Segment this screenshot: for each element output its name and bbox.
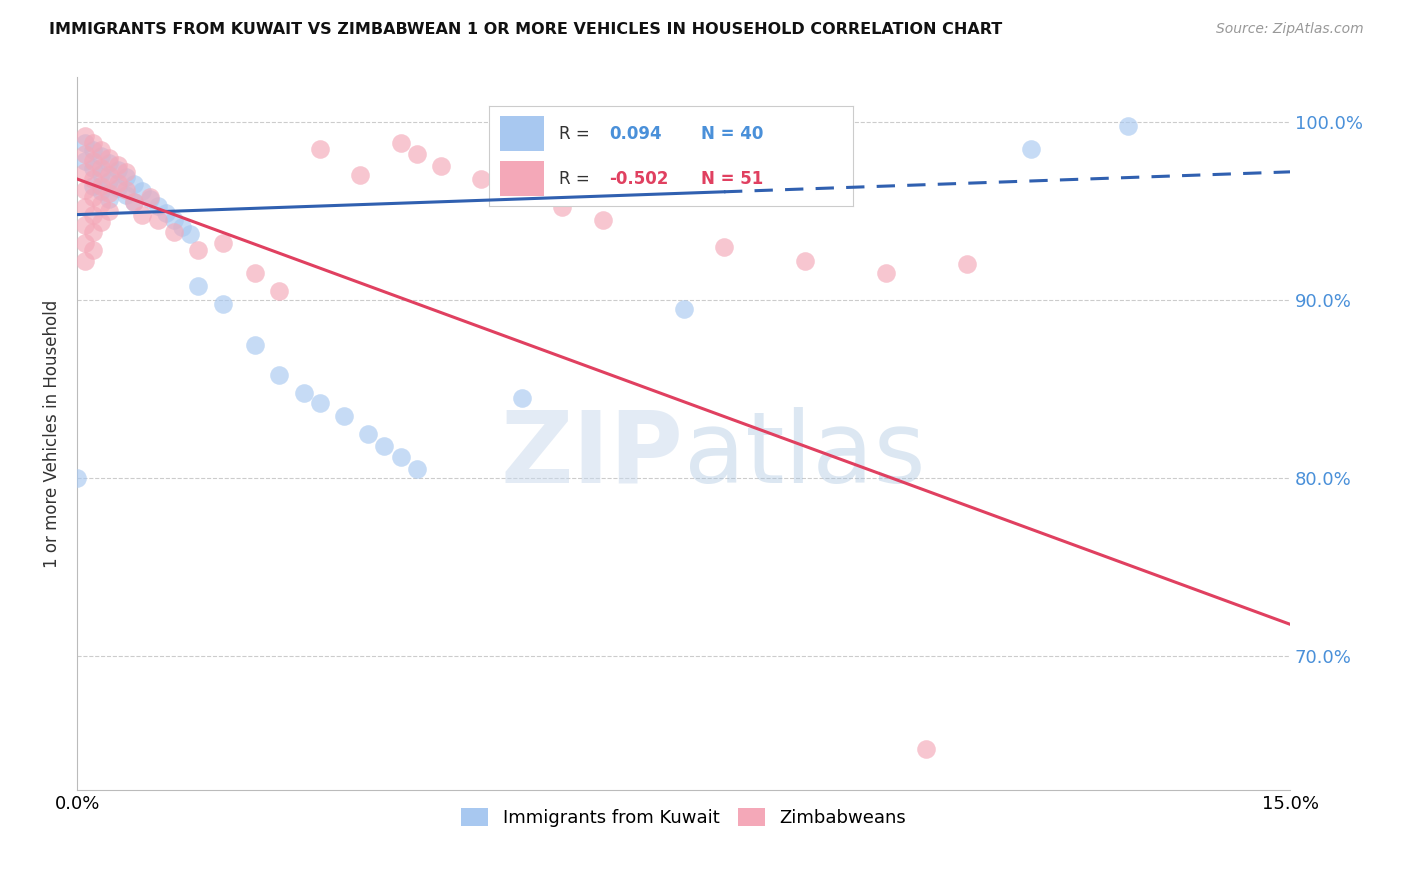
- Point: [592, 213, 614, 227]
- Point: [211, 236, 233, 251]
- Point: [551, 201, 574, 215]
- Point: [163, 213, 186, 227]
- Point: [430, 160, 453, 174]
- Point: [243, 337, 266, 351]
- Point: [187, 278, 209, 293]
- Point: [349, 169, 371, 183]
- Point: [75, 136, 97, 151]
- Point: [90, 149, 112, 163]
- Point: [510, 391, 533, 405]
- Point: [211, 296, 233, 310]
- Point: [139, 190, 162, 204]
- Point: [98, 151, 121, 165]
- Point: [292, 385, 315, 400]
- Text: Source: ZipAtlas.com: Source: ZipAtlas.com: [1216, 22, 1364, 37]
- Point: [155, 206, 177, 220]
- Point: [389, 136, 412, 151]
- Point: [333, 409, 356, 423]
- Point: [114, 183, 136, 197]
- Point: [373, 439, 395, 453]
- Point: [90, 215, 112, 229]
- Text: atlas: atlas: [683, 407, 925, 504]
- Point: [114, 170, 136, 185]
- Point: [793, 253, 815, 268]
- Point: [82, 244, 104, 258]
- Point: [179, 227, 201, 242]
- Point: [269, 284, 291, 298]
- Point: [82, 208, 104, 222]
- Point: [269, 368, 291, 382]
- Point: [98, 204, 121, 219]
- Point: [75, 154, 97, 169]
- Point: [1116, 119, 1139, 133]
- Point: [82, 226, 104, 240]
- Point: [98, 192, 121, 206]
- Point: [66, 471, 89, 485]
- Point: [90, 161, 112, 176]
- Point: [82, 190, 104, 204]
- Point: [163, 226, 186, 240]
- Point: [98, 174, 121, 188]
- Point: [470, 172, 492, 186]
- Point: [82, 161, 104, 176]
- Point: [131, 185, 153, 199]
- Point: [98, 169, 121, 183]
- Point: [122, 195, 145, 210]
- Point: [405, 462, 427, 476]
- Point: [82, 136, 104, 151]
- Point: [357, 426, 380, 441]
- Point: [90, 185, 112, 199]
- Point: [146, 199, 169, 213]
- Text: IMMIGRANTS FROM KUWAIT VS ZIMBABWEAN 1 OR MORE VEHICLES IN HOUSEHOLD CORRELATION: IMMIGRANTS FROM KUWAIT VS ZIMBABWEAN 1 O…: [49, 22, 1002, 37]
- Point: [107, 181, 129, 195]
- Text: ZIP: ZIP: [501, 407, 683, 504]
- Point: [146, 213, 169, 227]
- Point: [90, 144, 112, 158]
- Point: [187, 244, 209, 258]
- Point: [308, 142, 330, 156]
- Point: [107, 158, 129, 172]
- Point: [107, 163, 129, 178]
- Point: [172, 220, 194, 235]
- Point: [510, 186, 533, 201]
- Point: [75, 165, 97, 179]
- Point: [915, 742, 938, 756]
- Point: [75, 219, 97, 233]
- Point: [90, 197, 112, 211]
- Point: [875, 266, 897, 280]
- Point: [90, 179, 112, 194]
- Point: [122, 195, 145, 210]
- Legend: Immigrants from Kuwait, Zimbabweans: Immigrants from Kuwait, Zimbabweans: [454, 800, 912, 834]
- Point: [75, 253, 97, 268]
- Point: [75, 183, 97, 197]
- Point: [82, 179, 104, 194]
- Point: [955, 257, 977, 271]
- Point: [114, 165, 136, 179]
- Point: [82, 144, 104, 158]
- Point: [98, 186, 121, 201]
- Point: [243, 266, 266, 280]
- Point: [75, 129, 97, 144]
- Point: [122, 178, 145, 192]
- Point: [308, 396, 330, 410]
- Point: [1019, 142, 1042, 156]
- Point: [131, 208, 153, 222]
- Point: [75, 236, 97, 251]
- Point: [672, 301, 695, 316]
- Point: [98, 156, 121, 170]
- Point: [139, 192, 162, 206]
- Point: [107, 176, 129, 190]
- Point: [82, 154, 104, 169]
- Point: [90, 167, 112, 181]
- Point: [75, 147, 97, 161]
- Point: [114, 188, 136, 202]
- Point: [405, 147, 427, 161]
- Point: [713, 240, 735, 254]
- Point: [75, 201, 97, 215]
- Point: [389, 450, 412, 464]
- Y-axis label: 1 or more Vehicles in Household: 1 or more Vehicles in Household: [44, 300, 60, 568]
- Point: [82, 172, 104, 186]
